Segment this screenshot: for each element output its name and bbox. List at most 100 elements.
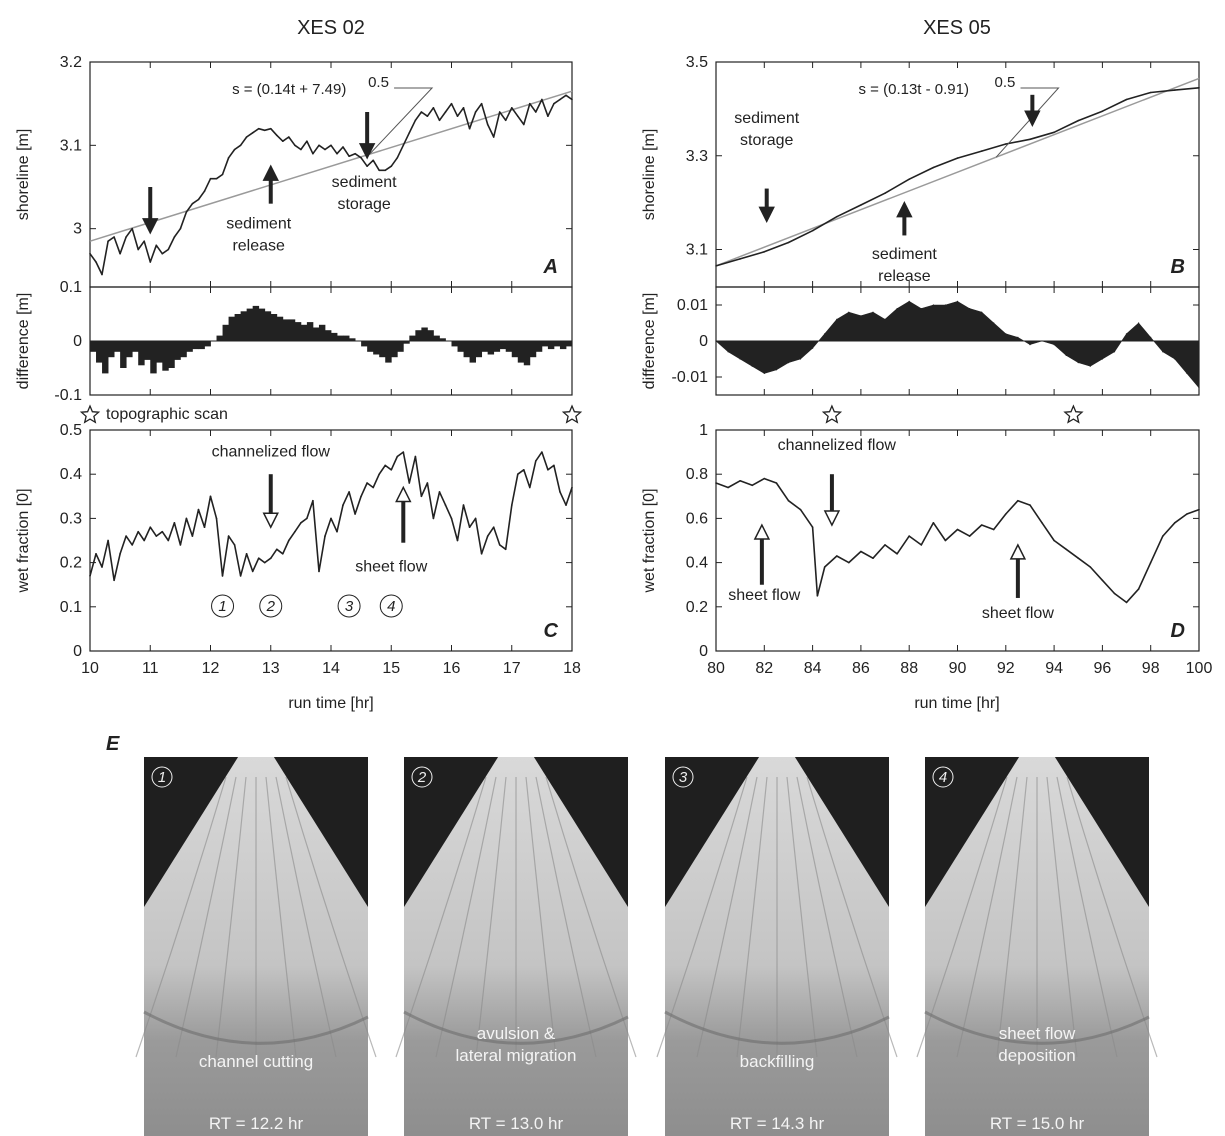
difference-bar xyxy=(403,341,410,344)
difference-point xyxy=(824,333,826,335)
series-point xyxy=(468,526,471,528)
annotation-text: channelized flow xyxy=(778,437,897,454)
difference-bar xyxy=(517,341,525,363)
series-point xyxy=(113,236,115,238)
difference-point xyxy=(751,365,753,367)
difference-bar xyxy=(162,341,169,371)
difference-point xyxy=(1198,387,1200,389)
fit-line xyxy=(715,77,1200,267)
photo-streak xyxy=(275,776,337,1058)
difference-bar xyxy=(559,341,567,350)
photo-streak xyxy=(696,776,758,1058)
series-point xyxy=(932,166,935,169)
difference-bar xyxy=(120,341,127,368)
series-point xyxy=(980,150,983,152)
difference-bar xyxy=(493,341,501,352)
photo-number-ring xyxy=(672,766,694,788)
series-point xyxy=(263,561,266,564)
series-point xyxy=(179,544,182,546)
series-point xyxy=(498,544,501,546)
difference-bar xyxy=(108,341,115,358)
series-point xyxy=(209,177,212,180)
difference-bar xyxy=(547,341,555,350)
series-point xyxy=(480,102,483,105)
difference-bar xyxy=(379,341,386,358)
difference-point xyxy=(1065,354,1067,356)
difference-bar xyxy=(505,341,513,352)
difference-bar xyxy=(343,335,350,341)
difference-point xyxy=(1113,351,1116,353)
series-point xyxy=(89,252,91,255)
series-point xyxy=(294,530,296,533)
photo-streak xyxy=(1056,776,1118,1058)
difference-bar xyxy=(282,319,290,341)
series-point xyxy=(384,169,387,172)
photo-caption: backfilling xyxy=(740,1052,815,1071)
series-point xyxy=(492,526,495,528)
series-point xyxy=(366,482,368,484)
difference-bar xyxy=(102,341,109,374)
series-point xyxy=(474,111,477,113)
panel-a-shoreline-chart: 3 3.1 3.2 shoreline [m] As = (0.14t + 7.49) 0… xyxy=(15,54,573,288)
series-point xyxy=(468,127,471,130)
difference-bar xyxy=(270,314,278,341)
photo-caption: lateral migration xyxy=(456,1046,577,1065)
y-axis-title: shoreline [m] xyxy=(641,129,658,221)
series-point xyxy=(221,575,224,577)
difference-point xyxy=(944,304,947,306)
difference-bar xyxy=(252,305,260,341)
difference-point xyxy=(1162,351,1164,353)
series-point xyxy=(143,539,145,542)
annotation-text: sheet flow xyxy=(355,558,427,575)
series-point xyxy=(860,550,862,553)
difference-bar xyxy=(481,341,489,352)
annotation-arrow xyxy=(753,523,771,585)
series-point xyxy=(366,165,368,167)
photo-runtime: RT = 13.0 hr xyxy=(469,1114,564,1133)
series-point xyxy=(276,548,278,551)
difference-point xyxy=(836,318,838,320)
series-point xyxy=(408,482,411,484)
series-point xyxy=(330,144,332,147)
series-point xyxy=(167,539,170,542)
series-point xyxy=(348,491,350,493)
series-point xyxy=(203,190,206,192)
difference-bar xyxy=(168,341,175,368)
series-point xyxy=(414,455,417,458)
series-point xyxy=(438,119,441,122)
series-line xyxy=(89,451,573,582)
series-point xyxy=(119,553,121,555)
series-point xyxy=(751,484,753,487)
difference-point xyxy=(848,311,850,313)
photo-caption: avulsion & xyxy=(477,1024,556,1043)
panel-letter: A xyxy=(543,256,558,278)
x-tick-label: 96 xyxy=(1094,660,1112,677)
series-point xyxy=(342,504,344,506)
circled-number: 2 xyxy=(266,598,276,615)
circled-number: 3 xyxy=(345,598,354,615)
difference-point xyxy=(799,358,802,360)
series-point xyxy=(342,146,344,148)
difference-bar xyxy=(216,335,223,341)
y-tick-label: 0.8 xyxy=(686,466,708,483)
series-point xyxy=(486,535,489,537)
photo-number: 1 xyxy=(158,769,166,786)
series-point xyxy=(1186,513,1188,515)
x-tick-label: 10 xyxy=(81,660,99,677)
photo-corner-left xyxy=(925,757,1020,907)
photo-4: 4 sheet flow deposition RT = 15.0 hr xyxy=(916,757,1158,1136)
annotation-text: storage xyxy=(740,132,793,149)
difference-bar xyxy=(114,341,121,352)
series-point xyxy=(727,486,729,489)
difference-bar xyxy=(439,338,446,341)
difference-bar xyxy=(463,341,470,358)
series-point xyxy=(1101,110,1104,112)
photo-number: 2 xyxy=(417,769,427,786)
x-tick-label: 14 xyxy=(322,660,340,677)
series-point xyxy=(1162,535,1164,537)
series-point xyxy=(523,123,525,126)
annotation-arrow xyxy=(262,474,279,529)
panel-letter: B xyxy=(1171,256,1185,278)
photo-corner-left xyxy=(404,757,499,907)
series-point xyxy=(763,477,766,480)
